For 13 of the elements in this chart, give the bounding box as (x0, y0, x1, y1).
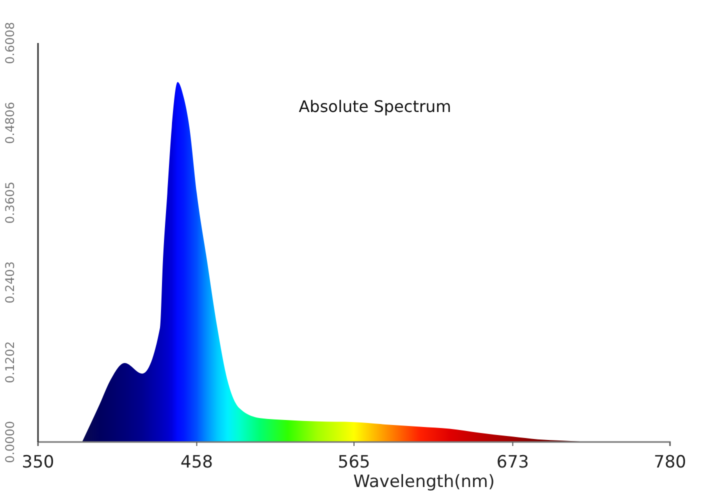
y-tick-label: 0.3605 (3, 182, 17, 224)
y-tick-label: 0.1202 (3, 341, 17, 384)
y-tick-label: 0.4806 (3, 102, 17, 144)
y-tick-label: 0.6008 (3, 22, 17, 64)
x-tick-label: 458 (180, 452, 213, 473)
x-tick-label: 673 (496, 452, 529, 473)
x-axis-title: Wavelength(nm) (353, 472, 495, 492)
x-tick-label: 780 (654, 452, 686, 473)
y-tick-label: 0.0000 (3, 421, 17, 463)
text: Absolute Spectrum (298, 97, 452, 116)
x-tick-label: 350 (22, 452, 54, 473)
y-tick-label: 0.2403 (3, 261, 17, 304)
x-tick-label: 565 (338, 452, 370, 473)
